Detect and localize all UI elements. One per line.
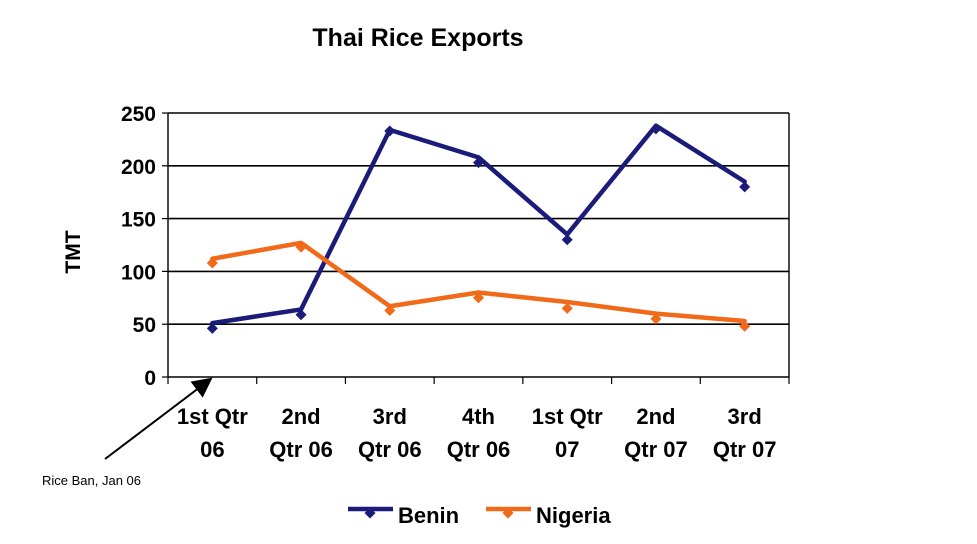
data-point: [295, 309, 307, 321]
annotation-label: Rice Ban, Jan 06: [42, 473, 141, 488]
y-tick-label: 200: [121, 156, 156, 179]
data-point: [206, 322, 218, 334]
y-tick-label: 150: [121, 209, 156, 232]
x-tick-label: 3rd Qtr 06: [358, 404, 422, 462]
data-point: [473, 292, 484, 304]
y-tick-label: 50: [133, 314, 156, 337]
x-tick-label: 2nd Qtr 06: [269, 404, 333, 462]
x-tick-label: 3rd Qtr 07: [713, 404, 777, 462]
y-axis-label: TMT: [62, 230, 85, 273]
x-tick-label: 1st Qtr 06: [177, 404, 248, 462]
x-tick-label: 2nd Qtr 07: [624, 404, 688, 462]
axes: 0 50 100 150 200 250 1st Qtr 06 2nd Qtr 06 3rd Qtr …: [121, 103, 790, 462]
y-tick-label: 0: [144, 367, 156, 390]
annotation: Rice Ban, Jan 06: [42, 377, 213, 488]
data-point: [473, 157, 484, 169]
data-point: [206, 257, 218, 269]
data-point: [650, 123, 662, 135]
chart-title: Thai Rice Exports: [312, 24, 523, 52]
legend-marker: [364, 507, 376, 519]
data-point: [739, 320, 751, 332]
data-point: [295, 241, 307, 253]
x-tick-label: 1st Qtr 07: [532, 404, 603, 462]
gridlines: [168, 112, 789, 326]
y-tick-label: 100: [121, 261, 156, 284]
data-point: [561, 234, 573, 246]
data-point: [384, 125, 396, 137]
data-point: [650, 313, 662, 325]
data-point: [384, 304, 396, 316]
data-point: [739, 181, 751, 193]
annotation-arrow: [104, 377, 213, 460]
legend: Benin Nigeria: [348, 503, 611, 528]
x-tick-label: 4th Qtr 06: [447, 404, 511, 462]
series-group: [206, 123, 751, 334]
y-tick-label: 250: [121, 103, 156, 126]
series-benin: [206, 123, 751, 334]
series-nigeria: [206, 240, 751, 332]
data-point: [561, 302, 573, 314]
legend-label: Benin: [398, 503, 459, 528]
legend-label: Nigeria: [536, 503, 611, 528]
legend-marker: [502, 507, 514, 519]
legend-item-benin: Benin: [348, 503, 459, 528]
annotations: Rice Ban, Jan 06: [42, 377, 213, 488]
legend-item-nigeria: Nigeria: [486, 503, 611, 528]
